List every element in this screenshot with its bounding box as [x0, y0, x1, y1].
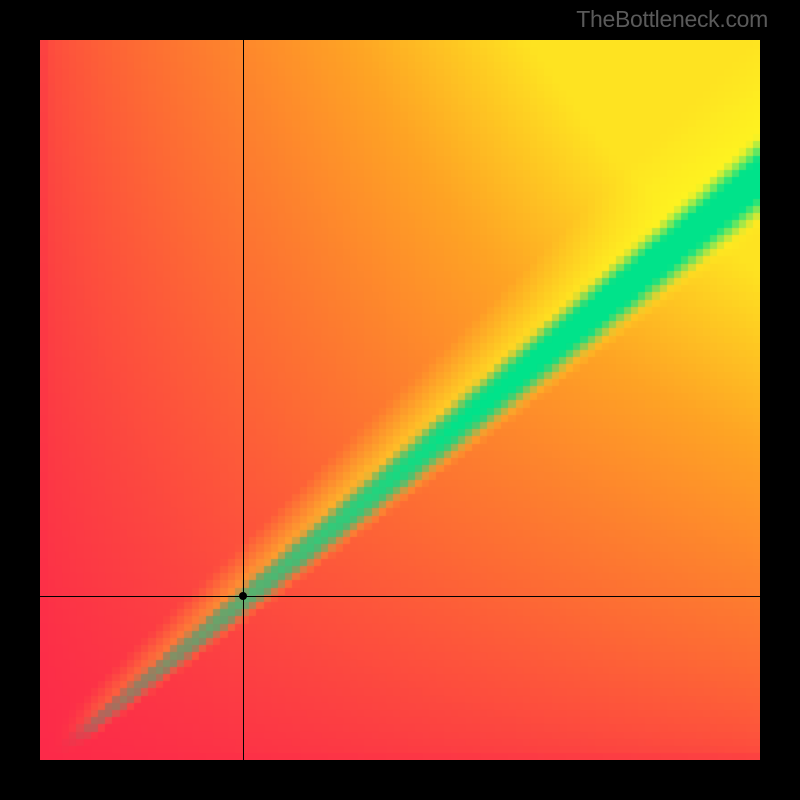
heatmap-plot [40, 40, 760, 760]
crosshair-vertical [243, 40, 244, 760]
heatmap-canvas [40, 40, 760, 760]
watermark: TheBottleneck.com [576, 6, 768, 33]
crosshair-horizontal [40, 596, 760, 597]
crosshair-marker [239, 592, 247, 600]
